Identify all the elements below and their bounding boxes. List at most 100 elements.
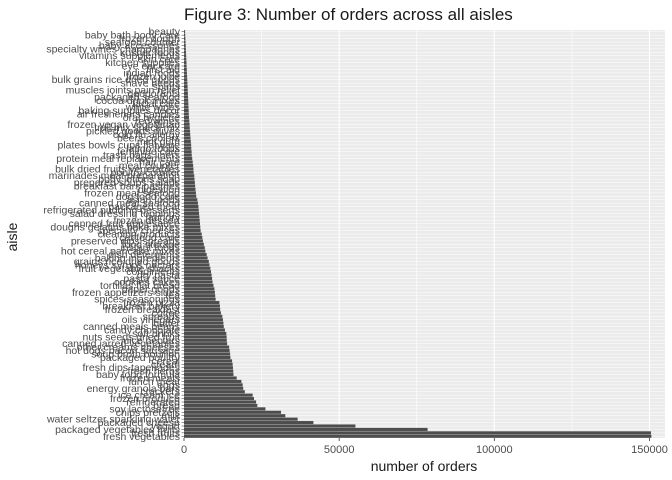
bar	[184, 43, 186, 47]
bar	[184, 307, 221, 311]
y-tick-label: breakfast bars pastries	[74, 181, 180, 193]
x-tick-label: 150000	[631, 444, 668, 456]
y-tick-label: fresh fruits	[131, 427, 180, 439]
bar	[184, 194, 197, 198]
bar	[184, 431, 651, 435]
y-tick-label: canned meat seafood	[79, 198, 180, 210]
bar	[184, 407, 266, 411]
y-tick-label: oils vinegars	[122, 314, 180, 326]
bar	[184, 403, 258, 407]
y-tick-label: fresh vegetables	[103, 431, 180, 443]
bar	[184, 263, 210, 267]
y-tick-label: coffee	[152, 307, 181, 319]
y-tick-label: skin care	[138, 54, 180, 66]
bar	[184, 105, 189, 109]
bar	[184, 91, 188, 95]
y-tick-label: first aid	[146, 64, 180, 76]
bar	[184, 249, 206, 253]
bar	[184, 153, 192, 157]
y-tick-label: packaged meat	[108, 201, 180, 213]
bar	[184, 129, 191, 133]
y-tick-label: preserved dips spreads	[71, 235, 180, 247]
y-tick-label: soy lactosefree	[109, 403, 180, 415]
bar	[184, 424, 356, 428]
bar	[184, 417, 298, 421]
y-tick-label: paper goods	[122, 283, 180, 295]
bar	[184, 146, 192, 150]
y-tick-label: shave needs	[120, 78, 180, 90]
y-tick-label: plates bowls cups flatware	[57, 139, 180, 151]
y-tick-label: cat food care	[119, 232, 180, 244]
bar	[184, 369, 234, 373]
bar	[184, 427, 428, 431]
y-tick-label: latino foods	[126, 143, 180, 155]
y-tick-label: chips pretzels	[116, 407, 180, 419]
y-tick-label: bulk dried fruits vegetables	[55, 163, 180, 175]
bar	[184, 47, 186, 51]
y-tick-label: dish detergents	[108, 249, 180, 261]
y-tick-label: tortillas flat bread	[100, 280, 180, 292]
x-tick-label: 50000	[324, 444, 355, 456]
bar	[184, 102, 189, 106]
y-tick-label: frozen dessert	[113, 215, 180, 227]
bar	[184, 95, 189, 99]
bar	[184, 256, 208, 260]
bar	[184, 397, 254, 401]
bar	[184, 280, 213, 284]
y-tick-label: deodorants	[127, 88, 180, 100]
bar	[184, 157, 193, 161]
bar	[184, 78, 188, 82]
y-tick-label: salad dressing toppings	[70, 208, 180, 220]
y-tick-label: white wines	[125, 102, 180, 114]
bar	[184, 218, 200, 222]
bar	[184, 181, 195, 185]
bar	[184, 191, 196, 195]
bar	[184, 421, 314, 425]
bar	[184, 253, 207, 257]
y-tick-label: fresh herbs	[127, 366, 180, 378]
y-tick-label: milk	[161, 410, 180, 422]
x-axis-label: number of orders	[371, 458, 478, 474]
bar	[184, 232, 202, 236]
bar	[184, 290, 215, 294]
y-tick-label: frozen juice	[126, 71, 180, 83]
bar	[184, 201, 198, 205]
y-tick-label: grains rice dried goods	[74, 256, 180, 268]
bar	[184, 345, 230, 349]
y-tick-label: bread	[153, 400, 180, 412]
bar	[184, 40, 186, 44]
y-tick-label: canned fruit applesauce	[69, 218, 181, 230]
bar	[184, 170, 194, 174]
bar	[184, 74, 188, 78]
bar	[184, 414, 286, 418]
bar	[184, 283, 214, 287]
y-tick-label: lunch meat	[129, 376, 180, 388]
y-tick-label: poultry counter	[111, 167, 181, 179]
y-tick-label: baby bath body care	[85, 30, 180, 42]
y-tick-label: air fresheners candles	[77, 109, 180, 121]
bar	[184, 270, 211, 274]
y-tick-label: canned meals beans	[83, 321, 180, 333]
y-tick-label: asian foods	[126, 194, 180, 206]
y-tick-label: eggs	[157, 379, 180, 391]
y-tick-label: seafood counter	[105, 37, 181, 49]
y-tick-label: refrigerated pudding desserts	[43, 205, 180, 217]
y-tick-label: food storage	[122, 239, 181, 251]
bar	[184, 338, 227, 342]
y-tick-label: frozen pizza	[123, 297, 180, 309]
y-tick-label: hot cereal pancake mixes	[61, 246, 180, 258]
bar	[184, 205, 199, 209]
bar	[184, 297, 216, 301]
y-tick-label: feminine care	[117, 146, 180, 158]
y-tick-label: eye ear care	[122, 61, 181, 73]
bar	[184, 366, 233, 370]
y-tick-label: candy chocolate	[104, 325, 180, 337]
bar	[184, 160, 193, 164]
y-tick-label: red wines	[135, 115, 180, 127]
bar	[184, 98, 189, 102]
y-tick-label: muscles joints pain relief	[66, 85, 180, 97]
bar	[184, 379, 242, 383]
y-tick-label: hot dogs bacon sausage	[66, 345, 181, 357]
bar	[184, 222, 200, 226]
bar	[184, 112, 189, 116]
